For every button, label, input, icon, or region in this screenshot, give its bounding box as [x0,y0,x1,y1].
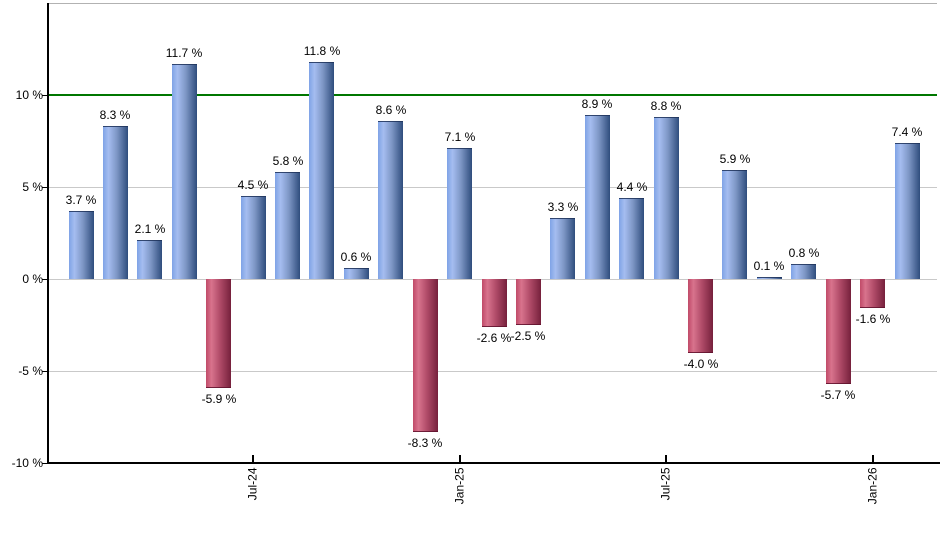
bar [378,121,403,279]
y-tick-label: -5 % [18,364,43,378]
bar-value-label: 7.1 % [444,130,476,144]
bar-value-label: 3.7 % [65,193,97,207]
x-tick [872,455,874,463]
y-tick [42,279,47,280]
y-tick-label: 0 % [22,272,43,286]
x-tick [665,455,667,463]
y-axis [47,3,49,464]
x-tick-label: Jul-25 [658,467,673,501]
x-tick-label: Jan-25 [452,467,467,505]
bar-value-label: 8.8 % [650,99,682,113]
bar-value-label: 2.1 % [134,222,166,236]
y-tick [42,187,47,188]
gridline [49,371,937,372]
bar [206,279,231,388]
bar [275,172,300,279]
bar [103,126,128,279]
bar [585,115,610,279]
bar-value-label: 0.1 % [753,259,785,273]
bar [860,279,885,308]
bar [241,196,266,279]
bar-value-label: 4.5 % [237,178,269,192]
plot-top-border [47,3,937,4]
bar [447,148,472,279]
bar [791,264,816,279]
bar-value-label: -2.5 % [510,329,546,343]
bar [654,117,679,279]
x-tick-label: Jan-26 [865,467,880,505]
gridline [49,187,937,188]
bar-value-label: 3.3 % [547,200,579,214]
y-tick [42,371,47,372]
x-tick [459,455,461,463]
x-tick [252,455,254,463]
bar [550,218,575,279]
bar [722,170,747,279]
bar-value-label: 11.8 % [303,44,341,58]
bar-value-label: 5.8 % [272,154,304,168]
bar-value-label: 11.7 % [165,46,203,60]
bar [309,62,334,279]
bar-value-label: 0.8 % [788,246,820,260]
bar-value-label: -8.3 % [407,436,443,450]
bar [137,240,162,279]
bar [688,279,713,353]
bar-value-label: 5.9 % [719,152,751,166]
y-tick-label: 5 % [22,180,43,194]
bar-value-label: 8.9 % [581,97,613,111]
bar-value-label: -4.0 % [683,357,719,371]
y-tick [42,463,47,464]
bar-value-label: 7.4 % [891,125,923,139]
bar-value-label: 8.6 % [375,103,407,117]
bar [69,211,94,279]
bar [172,64,197,279]
reference-line-10pct [49,94,937,96]
bar-value-label: 4.4 % [616,180,648,194]
bar [619,198,644,279]
bar [482,279,507,327]
bar [344,268,369,279]
bar-value-label: -5.7 % [820,388,856,402]
bar [413,279,438,432]
bar-value-label: -5.9 % [201,392,237,406]
x-axis [47,462,940,464]
y-tick-label: -10 % [11,456,43,470]
bar-value-label: -2.6 % [476,331,512,345]
y-tick [42,95,47,96]
bar [757,277,782,279]
bar [516,279,541,325]
bar [895,143,920,279]
bar-value-label: 8.3 % [99,108,131,122]
x-tick-label: Jul-24 [245,467,260,501]
bar [826,279,851,384]
bar-value-label: -1.6 % [855,312,891,326]
y-tick-label: 10 % [15,88,43,102]
bar-value-label: 0.6 % [340,250,372,264]
